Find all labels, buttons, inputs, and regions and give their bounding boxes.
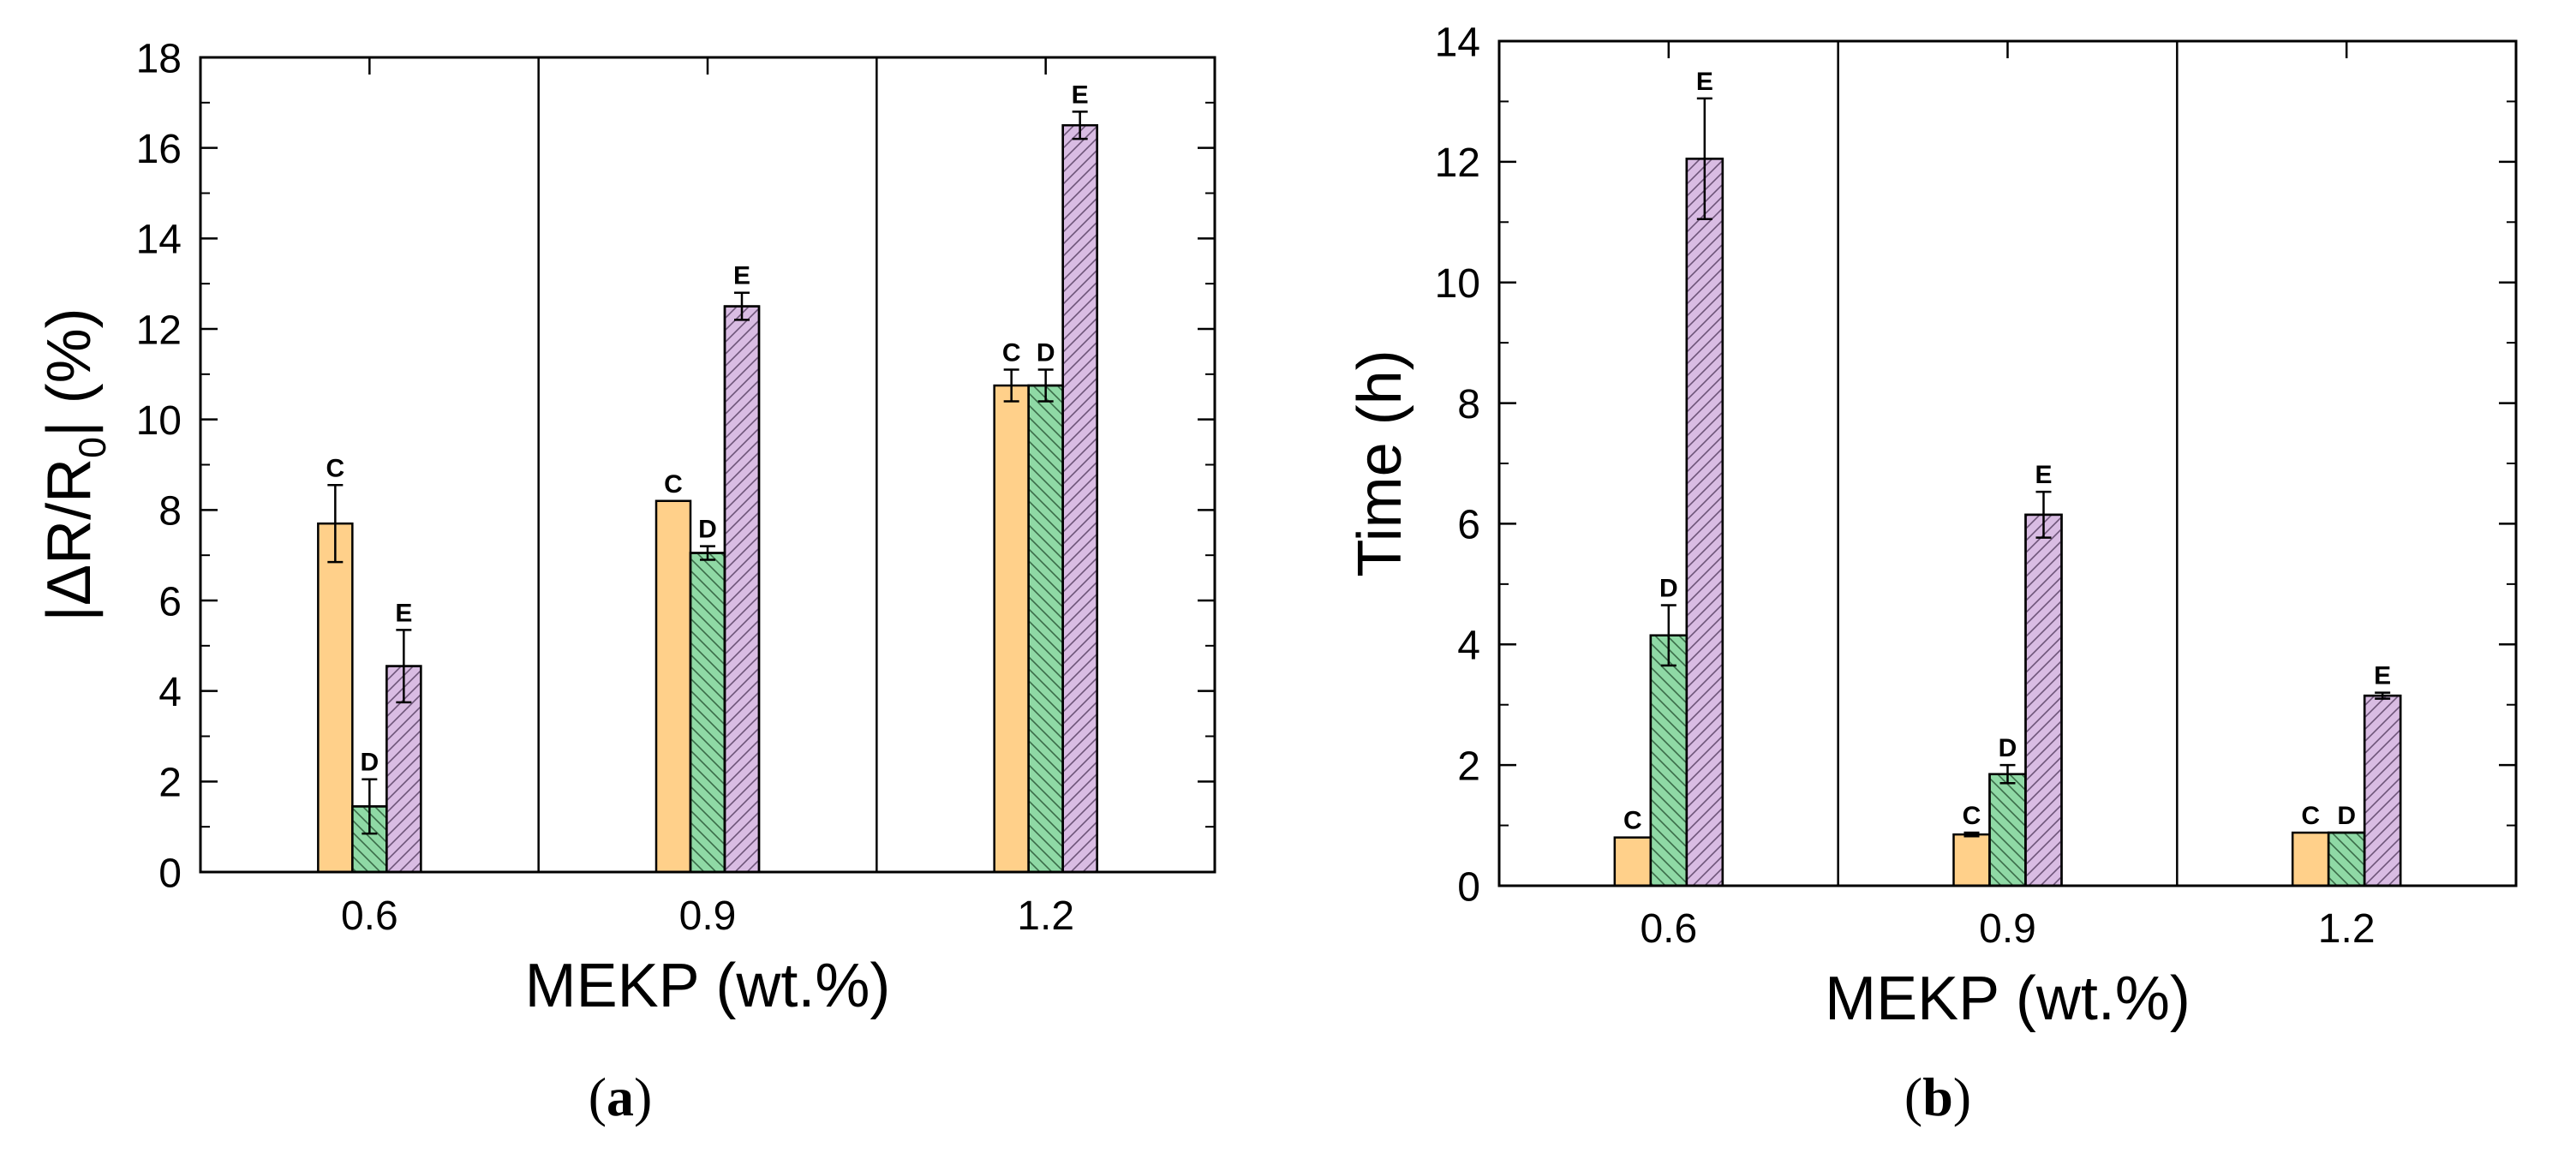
data-label-c: C: [1623, 807, 1642, 835]
y-tick-label: 0: [1457, 864, 1480, 910]
data-label-e: E: [395, 599, 412, 627]
x-tick-label: 1.2: [1017, 893, 1074, 939]
y-tick-label: 4: [1457, 624, 1480, 669]
y-tick-label: 2: [1457, 744, 1480, 789]
data-label-d: D: [698, 516, 717, 544]
x-tick-label: 1.2: [2318, 906, 2376, 952]
y-tick-label: 6: [158, 579, 182, 624]
bar-c: [2291, 831, 2330, 887]
data-label-d: D: [2337, 802, 2356, 830]
bar-hatch-e: [2363, 694, 2402, 887]
y-tick-label: 12: [1435, 140, 1480, 186]
bar-hatch-d: [2327, 831, 2366, 887]
x-axis-label: MEKP (wt.%): [1825, 965, 2190, 1033]
data-label-d: D: [1659, 575, 1678, 603]
data-label-c: C: [1963, 802, 1981, 830]
bar-hatch-e: [723, 305, 761, 874]
bar-c: [654, 499, 692, 874]
y-tick-label: 4: [158, 670, 182, 715]
data-label-e: E: [2035, 461, 2052, 489]
bar-hatch-e: [1685, 158, 1724, 887]
data-label-d: D: [1037, 339, 1055, 367]
x-tick-label: 0.9: [1979, 906, 2036, 952]
data-label-c: C: [664, 470, 683, 499]
y-tick-label: 16: [136, 127, 182, 172]
y-tick-label: 8: [1457, 382, 1480, 427]
bar-hatch-d: [1649, 634, 1688, 887]
data-label-e: E: [1072, 81, 1089, 109]
y-tick-label: 18: [136, 36, 182, 81]
x-axis-label: MEKP (wt.%): [525, 952, 891, 1020]
data-label-c: C: [1002, 339, 1021, 367]
data-label-d: D: [360, 749, 379, 777]
y-tick-label: 10: [136, 398, 182, 444]
bar-hatch-d: [1027, 384, 1064, 874]
bar-hatch-e: [2024, 513, 2063, 887]
y-axis-label: Time (h): [1346, 349, 1414, 576]
y-tick-label: 0: [158, 851, 182, 896]
x-tick-label: 0.6: [341, 893, 398, 939]
panel-label: (a): [589, 1066, 653, 1127]
bar-c: [1613, 836, 1653, 887]
y-tick-label: 12: [136, 308, 182, 353]
plot-frame: [1497, 39, 2518, 887]
data-label-c: C: [2301, 802, 2320, 830]
y-tick-label: 10: [1435, 261, 1480, 307]
data-label-e: E: [1696, 68, 1713, 96]
data-label-e: E: [733, 262, 750, 290]
bar-c: [317, 522, 354, 874]
y-tick-label: 2: [158, 761, 182, 806]
x-tick-label: 0.9: [679, 893, 737, 939]
data-label-e: E: [2374, 662, 2391, 690]
y-axis-label: |ΔR/R0| (%): [35, 308, 114, 621]
bar-hatch-d: [689, 552, 726, 874]
bar-c: [993, 384, 1030, 874]
bar-hatch-d: [1988, 773, 2027, 887]
y-tick-label: 14: [1435, 20, 1480, 65]
y-tick-label: 8: [158, 489, 182, 535]
plot-frame: [199, 56, 1216, 874]
bar-hatch-e: [1061, 124, 1098, 874]
bar-c: [1952, 833, 1991, 887]
y-tick-label: 6: [1457, 503, 1480, 548]
data-label-c: C: [326, 454, 344, 482]
x-tick-label: 0.6: [1640, 906, 1697, 952]
panel-label: (b): [1904, 1066, 1971, 1127]
data-label-d: D: [1999, 734, 2017, 762]
y-tick-label: 14: [136, 218, 182, 263]
